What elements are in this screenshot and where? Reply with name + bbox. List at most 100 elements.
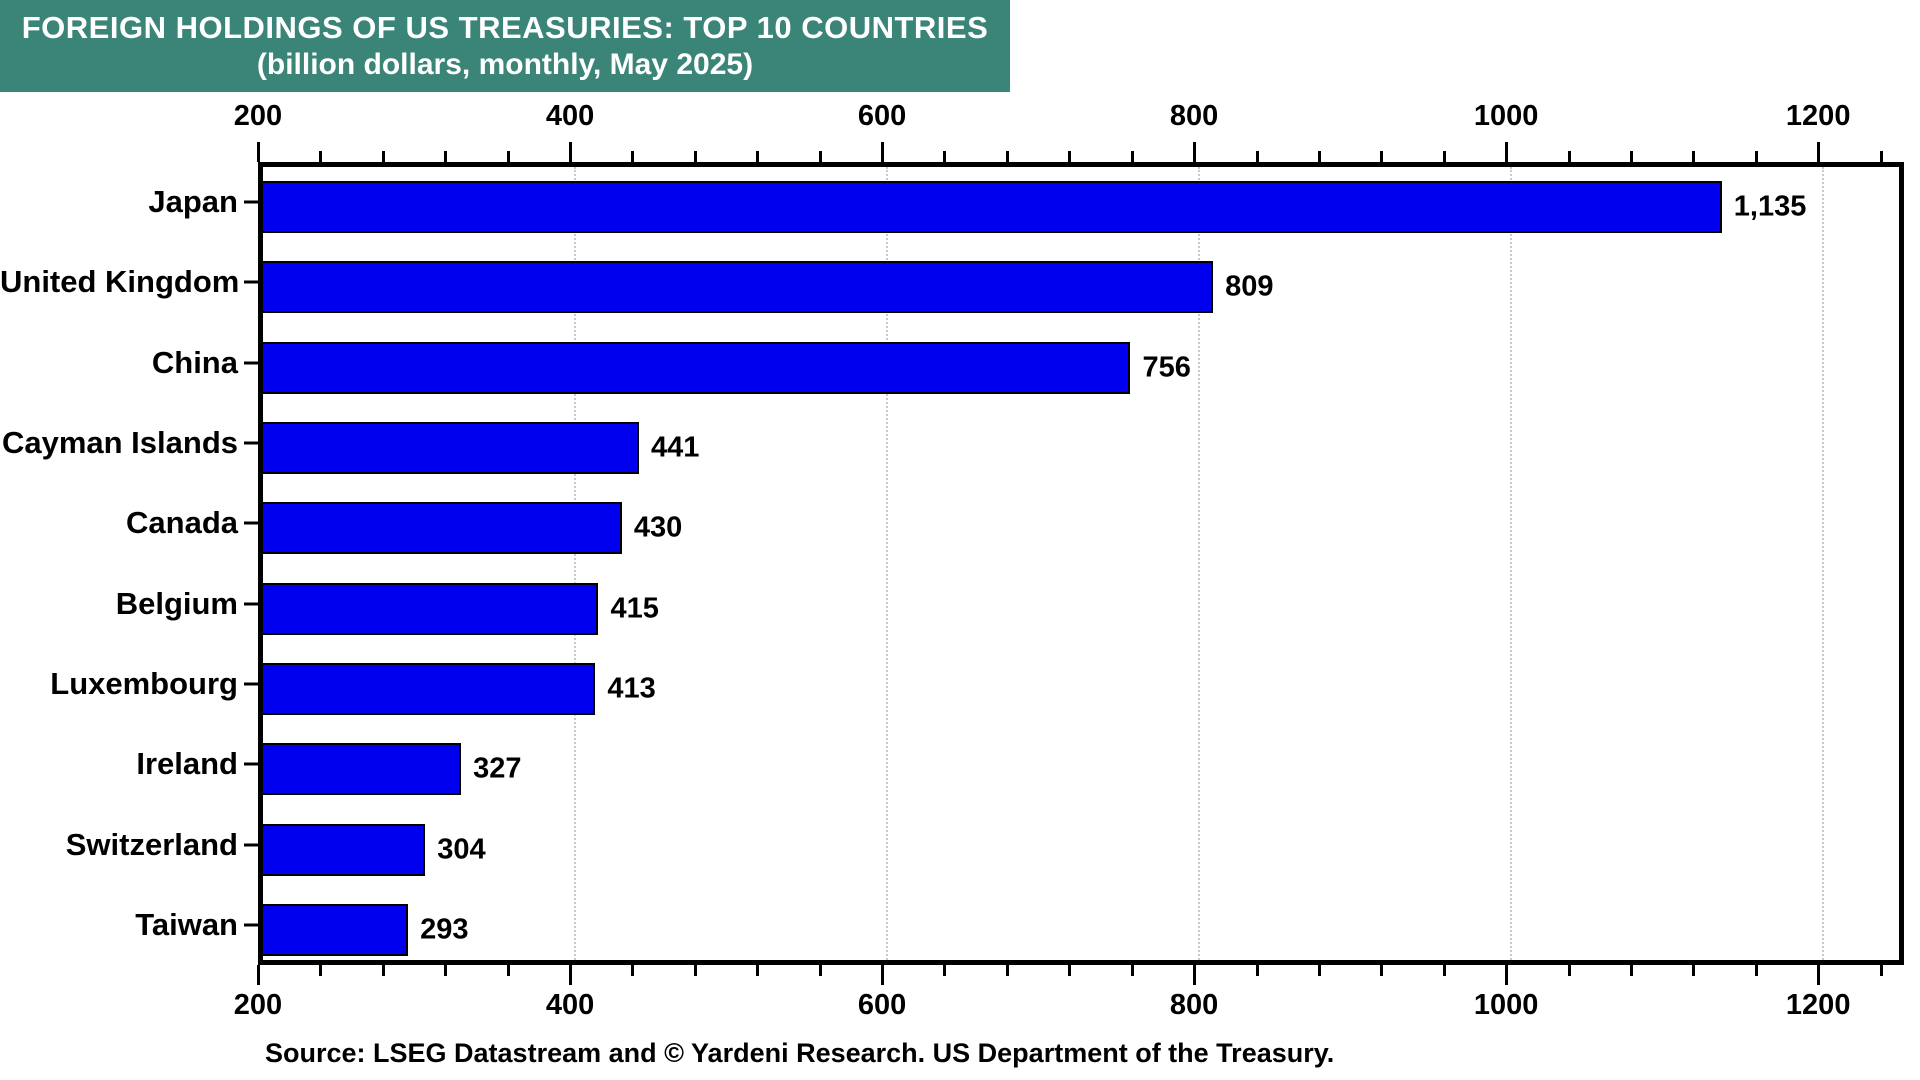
- axis-tick-label: 800: [1169, 100, 1219, 132]
- category-tick: [244, 521, 258, 525]
- category-label: Taiwan: [135, 906, 238, 942]
- axis-tick-minor: [1754, 965, 1758, 976]
- axis-tick-minor: [1567, 965, 1571, 976]
- category-tick: [244, 361, 258, 365]
- bar: [263, 582, 599, 635]
- bar: [263, 181, 1722, 234]
- axis-tick-major: [1193, 142, 1197, 162]
- axis-tick-minor: [943, 151, 947, 162]
- axis-tick-minor: [1754, 151, 1758, 162]
- axis-tick-label: 200: [233, 989, 283, 1021]
- axis-tick-label: 1000: [1473, 100, 1539, 132]
- category-label: Japan: [148, 184, 238, 220]
- axis-tick-minor: [381, 151, 385, 162]
- category-tick: [244, 923, 258, 927]
- axis-tick-minor: [1692, 965, 1696, 976]
- axis-tick-minor: [1629, 151, 1633, 162]
- axis-tick-minor: [1130, 151, 1134, 162]
- axis-tick-major: [1817, 142, 1821, 162]
- axis-tick-minor: [1130, 965, 1134, 976]
- category-tick: [244, 682, 258, 686]
- bar-value-label: 809: [1225, 270, 1274, 303]
- gridline: [1510, 167, 1513, 960]
- bar-value-label: 441: [651, 431, 700, 464]
- bar: [263, 261, 1214, 314]
- axis-tick-minor: [444, 965, 448, 976]
- category-tick: [244, 441, 258, 445]
- axis-tick-minor: [506, 965, 510, 976]
- axis-tick-minor: [1317, 151, 1321, 162]
- category-label: Switzerland: [65, 826, 238, 862]
- axis-tick-minor: [1005, 151, 1009, 162]
- bar: [263, 903, 409, 956]
- axis-tick-major: [257, 142, 260, 162]
- gridline: [1198, 167, 1201, 960]
- axis-tick-minor: [1442, 965, 1446, 976]
- bar-value-label: 1,135: [1733, 190, 1807, 223]
- axis-tick-minor: [943, 965, 947, 976]
- axis-tick-minor: [1380, 965, 1384, 976]
- axis-tick-major: [1505, 965, 1509, 985]
- bar: [263, 823, 426, 876]
- axis-tick-minor: [506, 151, 510, 162]
- axis-tick-major: [881, 142, 885, 162]
- bar-value-label: 327: [473, 752, 522, 785]
- category-tick: [244, 280, 258, 284]
- axis-tick-major: [1193, 965, 1197, 985]
- bar-value-label: 413: [607, 672, 656, 705]
- axis-tick-major: [1505, 142, 1509, 162]
- axis-tick-minor: [693, 151, 697, 162]
- axis-tick-minor: [631, 151, 635, 162]
- gridline: [886, 167, 889, 960]
- chart-title: FOREIGN HOLDINGS OF US TREASURIES: TOP 1…: [21, 10, 989, 45]
- category-label: United Kingdom: [0, 264, 240, 300]
- axis-tick-label: 1000: [1473, 989, 1539, 1021]
- category-tick: [244, 200, 258, 204]
- axis-tick-minor: [1255, 151, 1259, 162]
- axis-tick-minor: [1005, 965, 1009, 976]
- axis-tick-minor: [1692, 151, 1696, 162]
- axis-tick-minor: [319, 151, 323, 162]
- axis-tick-minor: [1567, 151, 1571, 162]
- axis-tick-minor: [319, 965, 323, 976]
- axis-tick-minor: [1068, 965, 1072, 976]
- category-label: Canada: [126, 505, 238, 541]
- category-label: China: [151, 344, 238, 380]
- axis-tick-major: [569, 965, 573, 985]
- bar: [263, 341, 1131, 394]
- axis-tick-major: [569, 142, 573, 162]
- axis-tick-minor: [756, 151, 760, 162]
- category-label: Cayman Islands: [1, 425, 238, 461]
- axis-tick-label: 1200: [1785, 989, 1851, 1021]
- axis-tick-minor: [818, 151, 822, 162]
- bar: [263, 422, 639, 475]
- plot-area: 1,135 809 756 441 430 415 413 327 304 293: [258, 162, 1904, 965]
- gridline: [1822, 167, 1825, 960]
- axis-tick-minor: [1629, 965, 1633, 976]
- axis-tick-label: 400: [545, 989, 595, 1021]
- category-label: Belgium: [115, 585, 238, 621]
- bar-value-label: 415: [610, 592, 659, 625]
- bar: [263, 502, 622, 555]
- axis-tick-minor: [1879, 151, 1883, 162]
- axis-tick-minor: [381, 965, 385, 976]
- axis-tick-minor: [756, 965, 760, 976]
- bar: [263, 662, 596, 715]
- axis-tick-minor: [693, 965, 697, 976]
- axis-tick-major: [881, 965, 885, 985]
- gridline: [574, 167, 577, 960]
- axis-tick-minor: [1317, 965, 1321, 976]
- category-tick: [244, 843, 258, 847]
- axis-tick-minor: [1068, 151, 1072, 162]
- axis-tick-label: 200: [233, 100, 283, 132]
- axis-tick-minor: [631, 965, 635, 976]
- bar: [263, 743, 462, 796]
- source-note: Source: LSEG Datastream and © Yardeni Re…: [265, 1038, 1335, 1068]
- chart-subtitle: (billion dollars, monthly, May 2025): [256, 48, 754, 81]
- bar-value-label: 756: [1142, 351, 1191, 384]
- axis-tick-label: 1200: [1785, 100, 1851, 132]
- axis-tick-minor: [1442, 151, 1446, 162]
- axis-tick-minor: [1380, 151, 1384, 162]
- bar-value-label: 304: [437, 833, 486, 866]
